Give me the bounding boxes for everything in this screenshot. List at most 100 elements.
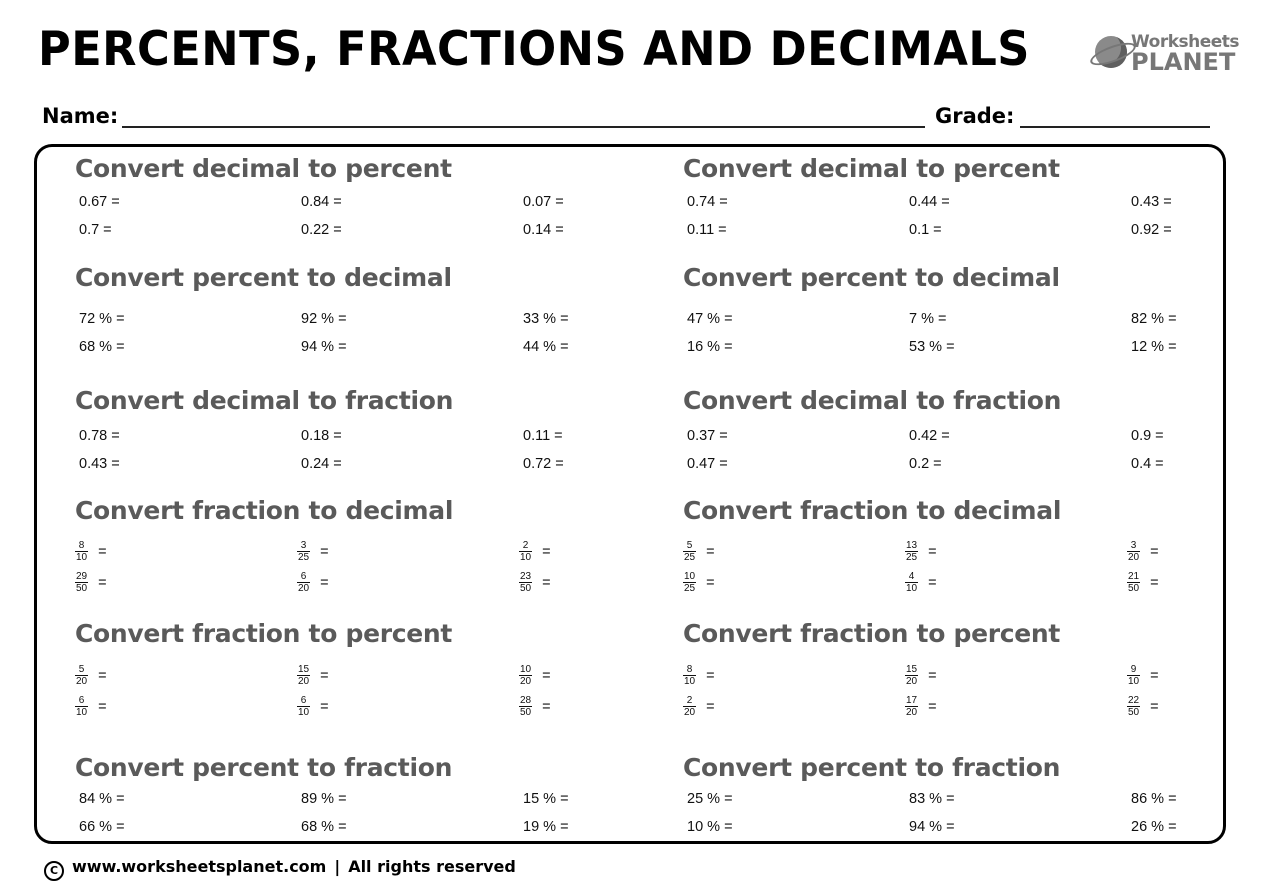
fraction-numerator: 6 bbox=[300, 695, 307, 706]
fraction-problem: 5 25 = bbox=[683, 540, 715, 563]
fraction-problem: 5 20 = bbox=[75, 664, 107, 687]
fraction-problem: 10 25 = bbox=[683, 571, 715, 594]
fraction-denominator: 20 bbox=[519, 675, 533, 687]
fraction-problem: 2 20 = bbox=[683, 695, 715, 718]
fraction: 6 10 bbox=[297, 695, 311, 718]
section-title: Convert fraction to decimal bbox=[683, 496, 1062, 525]
problem-item: 10 % = bbox=[687, 819, 733, 835]
planet-icon bbox=[1095, 36, 1127, 68]
fraction-numerator: 28 bbox=[520, 695, 532, 706]
problem-item: 0.18 = bbox=[301, 428, 342, 444]
equals-sign: = bbox=[928, 543, 937, 560]
fraction-problem: 13 25 = bbox=[905, 540, 937, 563]
problem-item: 94 % = bbox=[909, 819, 955, 835]
problem-item: 72 % = bbox=[79, 311, 125, 327]
equals-sign: = bbox=[320, 698, 329, 715]
fraction-denominator: 50 bbox=[519, 706, 533, 718]
problem-item: 92 % = bbox=[301, 311, 347, 327]
section-title: Convert fraction to percent bbox=[683, 619, 1061, 648]
equals-sign: = bbox=[1150, 667, 1159, 684]
fraction-problem: 2 10 = bbox=[519, 540, 551, 563]
fraction-numerator: 9 bbox=[1130, 664, 1137, 675]
fraction: 22 50 bbox=[1127, 695, 1141, 718]
problem-item: 86 % = bbox=[1131, 791, 1177, 807]
fraction: 2 10 bbox=[519, 540, 533, 563]
fraction: 15 20 bbox=[905, 664, 919, 687]
equals-sign: = bbox=[1150, 698, 1159, 715]
fraction: 6 20 bbox=[297, 571, 311, 594]
fraction-numerator: 13 bbox=[906, 540, 918, 551]
fraction-denominator: 20 bbox=[297, 675, 311, 687]
fraction-denominator: 20 bbox=[297, 582, 311, 594]
problem-item: 16 % = bbox=[687, 339, 733, 355]
problem-item: 19 % = bbox=[523, 819, 569, 835]
fraction: 9 10 bbox=[1127, 664, 1141, 687]
fraction-denominator: 25 bbox=[683, 582, 697, 594]
fraction-numerator: 22 bbox=[1128, 695, 1140, 706]
fraction: 21 50 bbox=[1127, 571, 1141, 594]
problem-item: 0.22 = bbox=[301, 222, 342, 238]
fraction: 15 20 bbox=[297, 664, 311, 687]
problem-item: 33 % = bbox=[523, 311, 569, 327]
fraction-denominator: 20 bbox=[75, 675, 89, 687]
equals-sign: = bbox=[706, 574, 715, 591]
equals-sign: = bbox=[928, 667, 937, 684]
fraction-numerator: 5 bbox=[78, 664, 85, 675]
name-field-line[interactable] bbox=[122, 126, 925, 128]
fraction-numerator: 6 bbox=[78, 695, 85, 706]
problem-item: 0.43 = bbox=[79, 456, 120, 472]
fraction-numerator: 21 bbox=[1128, 571, 1140, 582]
equals-sign: = bbox=[98, 574, 107, 591]
fraction-problem: 23 50 = bbox=[519, 571, 551, 594]
problem-item: 68 % = bbox=[79, 339, 125, 355]
section-title: Convert percent to decimal bbox=[75, 263, 452, 292]
problem-item: 0.4 = bbox=[1131, 456, 1164, 472]
fraction-problem: 28 50 = bbox=[519, 695, 551, 718]
fraction-problem: 17 20 = bbox=[905, 695, 937, 718]
fraction-problem: 9 10 = bbox=[1127, 664, 1159, 687]
problem-item: 0.7 = bbox=[79, 222, 112, 238]
worksheets-planet-logo: Worksheets PLANET bbox=[1087, 32, 1240, 76]
equals-sign: = bbox=[706, 667, 715, 684]
fraction-numerator: 6 bbox=[300, 571, 307, 582]
section-title: Convert decimal to fraction bbox=[75, 386, 454, 415]
fraction-problem: 21 50 = bbox=[1127, 571, 1159, 594]
equals-sign: = bbox=[1150, 574, 1159, 591]
equals-sign: = bbox=[928, 698, 937, 715]
fraction-denominator: 20 bbox=[683, 706, 697, 718]
problem-item: 0.24 = bbox=[301, 456, 342, 472]
equals-sign: = bbox=[98, 543, 107, 560]
fraction-problem: 8 10 = bbox=[683, 664, 715, 687]
section-title: Convert percent to fraction bbox=[75, 753, 453, 782]
fraction: 29 50 bbox=[75, 571, 89, 594]
problem-item: 0.14 = bbox=[523, 222, 564, 238]
problem-item: 89 % = bbox=[301, 791, 347, 807]
equals-sign: = bbox=[542, 667, 551, 684]
fraction-problem: 6 10 = bbox=[297, 695, 329, 718]
fraction-numerator: 2 bbox=[686, 695, 693, 706]
fraction-denominator: 25 bbox=[297, 551, 311, 563]
section-title: Convert fraction to decimal bbox=[75, 496, 454, 525]
problem-item: 26 % = bbox=[1131, 819, 1177, 835]
page-title: PERCENTS, FRACTIONS AND DECIMALS bbox=[38, 22, 1030, 77]
problem-item: 0.9 = bbox=[1131, 428, 1164, 444]
problem-item: 12 % = bbox=[1131, 339, 1177, 355]
fraction-problem: 22 50 = bbox=[1127, 695, 1159, 718]
fraction-denominator: 25 bbox=[683, 551, 697, 563]
problem-item: 94 % = bbox=[301, 339, 347, 355]
equals-sign: = bbox=[706, 698, 715, 715]
fraction-denominator: 50 bbox=[75, 582, 89, 594]
fraction-numerator: 15 bbox=[298, 664, 310, 675]
problem-item: 84 % = bbox=[79, 791, 125, 807]
problem-item: 0.11 = bbox=[687, 222, 727, 238]
problem-item: 0.1 = bbox=[909, 222, 942, 238]
fraction-denominator: 10 bbox=[1127, 675, 1141, 687]
problem-item: 68 % = bbox=[301, 819, 347, 835]
copyright-icon: C bbox=[44, 861, 64, 881]
fraction-numerator: 17 bbox=[906, 695, 918, 706]
fraction: 5 20 bbox=[75, 664, 89, 687]
equals-sign: = bbox=[542, 574, 551, 591]
grade-field-line[interactable] bbox=[1020, 126, 1210, 128]
fraction: 8 10 bbox=[683, 664, 697, 687]
logo-text-worksheets: Worksheets bbox=[1131, 32, 1240, 52]
